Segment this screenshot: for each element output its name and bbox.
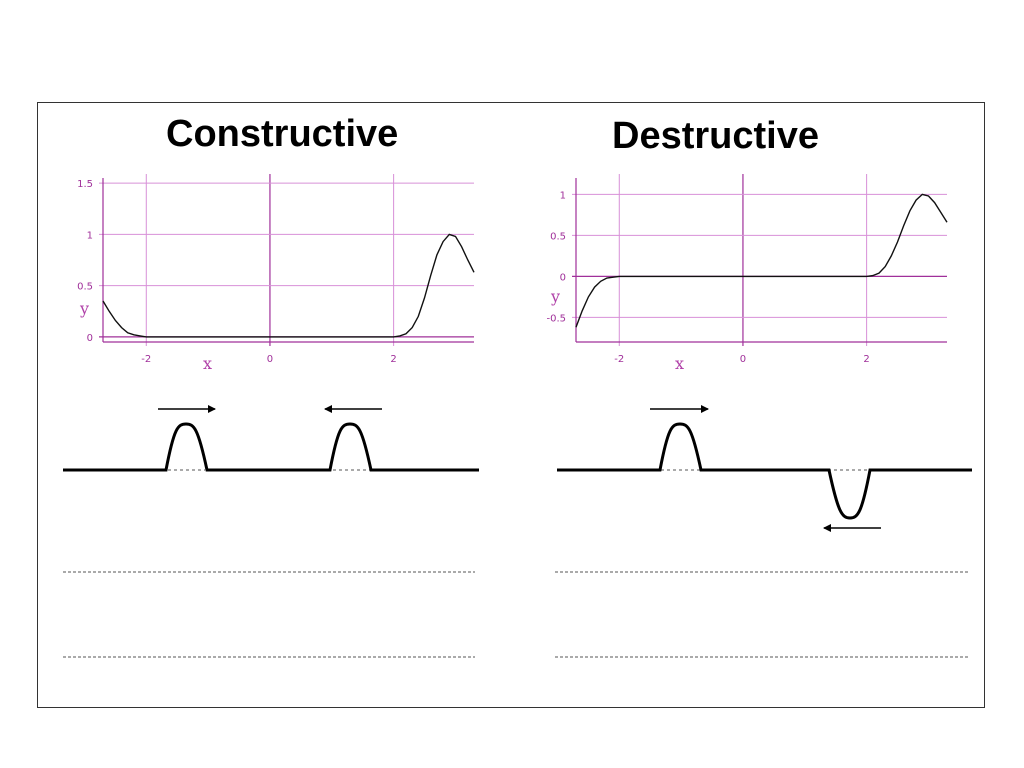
constructive-y-tick-label: 1 bbox=[87, 230, 93, 241]
constructive-pulse-sketch bbox=[63, 405, 479, 658]
constructive-string bbox=[63, 422, 479, 472]
constructive-axes bbox=[102, 178, 474, 343]
destructive-y-tick-label: 1 bbox=[560, 190, 566, 201]
destructive-axes bbox=[575, 178, 947, 343]
constructive-x-tick-label: -2 bbox=[141, 354, 151, 365]
destructive-x-tick-label: -2 bbox=[614, 354, 624, 365]
constructive-grid bbox=[99, 174, 474, 346]
constructive-curve bbox=[102, 233, 475, 338]
constructive-y-tick-label: 0.5 bbox=[77, 282, 93, 293]
destructive-y-tick-label: 0 bbox=[560, 272, 566, 283]
destructive-graph: -2 0 2 -0.5 0 0.5 1 x y bbox=[546, 174, 948, 373]
constructive-x-axis-label: x bbox=[203, 354, 212, 373]
destructive-y-tick-label: -0.5 bbox=[546, 313, 566, 324]
destructive-series-line bbox=[575, 193, 948, 328]
destructive-curve bbox=[575, 193, 948, 328]
constructive-y-tick-label: 0 bbox=[87, 333, 93, 344]
destructive-string bbox=[557, 422, 972, 520]
destructive-pulse-sketch bbox=[555, 405, 972, 658]
constructive-y-tick-label: 1.5 bbox=[77, 179, 93, 190]
constructive-title: Constructive bbox=[166, 113, 399, 155]
constructive-tick-labels: -2 0 2 0 0.5 1 1.5 bbox=[77, 179, 397, 365]
constructive-x-tick-label: 0 bbox=[267, 354, 273, 365]
constructive-graph: -2 0 2 0 0.5 1 1.5 x y bbox=[77, 174, 475, 373]
destructive-tick-labels: -2 0 2 -0.5 0 0.5 1 bbox=[546, 190, 869, 365]
destructive-title: Destructive bbox=[612, 115, 819, 157]
destructive-y-axis-label: y bbox=[550, 287, 560, 306]
constructive-series-line bbox=[102, 233, 475, 338]
constructive-x-tick-label: 2 bbox=[390, 354, 396, 365]
destructive-x-axis-label: x bbox=[675, 354, 684, 373]
slide-frame bbox=[37, 102, 985, 708]
destructive-grid bbox=[572, 174, 947, 346]
destructive-y-tick-label: 0.5 bbox=[550, 231, 566, 242]
destructive-x-tick-label: 2 bbox=[863, 354, 869, 365]
destructive-x-tick-label: 0 bbox=[740, 354, 746, 365]
constructive-y-axis-label: y bbox=[79, 299, 89, 318]
